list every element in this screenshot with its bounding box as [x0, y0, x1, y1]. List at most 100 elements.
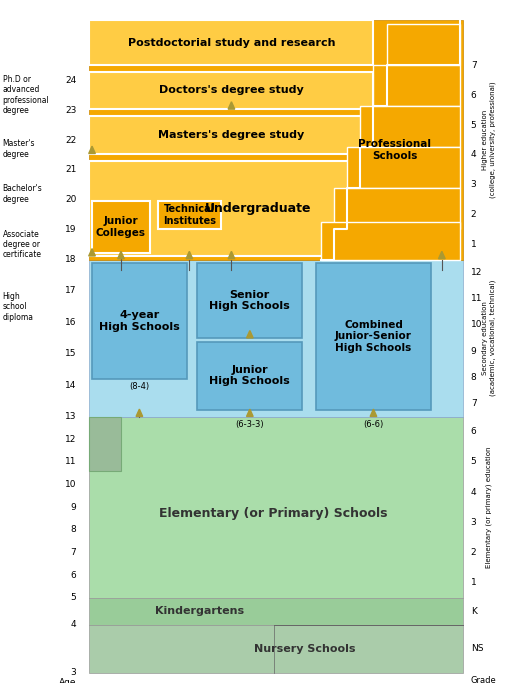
- Polygon shape: [186, 251, 193, 259]
- Bar: [387, 24, 460, 65]
- Bar: [89, 598, 463, 625]
- Text: 3: 3: [70, 668, 76, 678]
- Text: 6: 6: [70, 570, 76, 579]
- Bar: [89, 260, 463, 417]
- Text: Associate
degree or
certificate: Associate degree or certificate: [3, 229, 42, 260]
- Text: Nursery Schools: Nursery Schools: [255, 644, 356, 654]
- Text: NS: NS: [471, 644, 483, 654]
- Text: 11: 11: [65, 458, 76, 466]
- Text: 5: 5: [471, 121, 477, 130]
- Bar: [89, 417, 463, 598]
- Text: 7: 7: [70, 548, 76, 557]
- Text: 4: 4: [471, 488, 477, 497]
- Text: (8-4): (8-4): [129, 382, 149, 391]
- Bar: [373, 65, 460, 106]
- Text: 6: 6: [471, 427, 477, 436]
- Text: 23: 23: [65, 106, 76, 115]
- Text: 7: 7: [471, 399, 477, 408]
- Text: 3: 3: [471, 518, 477, 527]
- Text: Doctors's degree study: Doctors's degree study: [159, 85, 304, 96]
- Text: 9: 9: [471, 347, 477, 356]
- Text: Bachelor's
degree: Bachelor's degree: [3, 184, 43, 204]
- Text: Technical
Institutes: Technical Institutes: [163, 204, 216, 226]
- Text: 13: 13: [65, 412, 76, 421]
- Text: Combined
Junior-Senior
High Schools: Combined Junior-Senior High Schools: [335, 320, 412, 353]
- Bar: [92, 263, 187, 379]
- Text: 2: 2: [471, 210, 477, 219]
- Bar: [89, 20, 373, 65]
- Text: 20: 20: [65, 195, 76, 204]
- Bar: [197, 263, 302, 338]
- Text: 22: 22: [65, 135, 76, 145]
- Text: 11: 11: [471, 294, 482, 303]
- Text: Junior
High Schools: Junior High Schools: [209, 365, 290, 387]
- Text: 1: 1: [471, 578, 477, 587]
- Polygon shape: [370, 409, 377, 417]
- Text: 4-year
High Schools: 4-year High Schools: [99, 310, 180, 332]
- Text: Higher education
(college, university, professional): Higher education (college, university, p…: [482, 82, 496, 198]
- Text: Junior
Colleges: Junior Colleges: [96, 217, 146, 238]
- Text: Masters's degree study: Masters's degree study: [158, 130, 305, 140]
- Text: Ph.D or
advanced
professional
degree: Ph.D or advanced professional degree: [3, 75, 49, 115]
- Text: High
school
diploma: High school diploma: [3, 292, 34, 322]
- Text: Senior
High Schools: Senior High Schools: [209, 290, 290, 311]
- Polygon shape: [136, 409, 143, 417]
- Polygon shape: [247, 409, 253, 417]
- Bar: [92, 201, 150, 253]
- Bar: [89, 625, 463, 673]
- Bar: [89, 20, 463, 260]
- Polygon shape: [118, 251, 124, 259]
- Text: 1: 1: [471, 240, 477, 249]
- Bar: [347, 147, 460, 188]
- Text: Secondary education
(academic, vocational, technical): Secondary education (academic, vocationa…: [482, 280, 496, 396]
- Polygon shape: [439, 251, 445, 259]
- Polygon shape: [89, 146, 95, 154]
- Text: 14: 14: [65, 380, 76, 390]
- Text: Professional
Schools: Professional Schools: [358, 139, 431, 161]
- Text: 2: 2: [471, 548, 477, 557]
- Text: Age: Age: [59, 678, 76, 683]
- Text: 10: 10: [65, 480, 76, 489]
- Text: Elementary (or primary) education: Elementary (or primary) education: [486, 447, 492, 568]
- Text: (6-6): (6-6): [363, 420, 383, 429]
- Text: 18: 18: [65, 255, 76, 264]
- Text: Elementary (or Primary) Schools: Elementary (or Primary) Schools: [159, 507, 388, 520]
- Text: Undergraduate: Undergraduate: [205, 201, 311, 215]
- Bar: [334, 188, 460, 229]
- Text: Postdoctorial study and research: Postdoctorial study and research: [128, 38, 335, 48]
- Text: 24: 24: [65, 76, 76, 85]
- Text: 4: 4: [70, 620, 76, 630]
- Text: 8: 8: [471, 373, 477, 382]
- Text: Master's
degree: Master's degree: [3, 139, 35, 158]
- Text: 16: 16: [65, 318, 76, 327]
- Text: 8: 8: [70, 525, 76, 534]
- Text: 12: 12: [65, 435, 76, 444]
- Bar: [89, 116, 373, 154]
- Bar: [158, 201, 221, 229]
- Polygon shape: [228, 251, 235, 259]
- Text: 4: 4: [471, 150, 477, 159]
- Text: 5: 5: [70, 593, 76, 602]
- Polygon shape: [89, 249, 95, 256]
- Text: K: K: [471, 607, 477, 616]
- Text: Grade: Grade: [471, 676, 497, 683]
- Text: 12: 12: [471, 268, 482, 277]
- Text: 10: 10: [471, 320, 482, 329]
- Bar: [316, 263, 431, 410]
- Text: 7: 7: [471, 61, 477, 70]
- Text: 9: 9: [70, 503, 76, 512]
- Text: 5: 5: [471, 458, 477, 466]
- Bar: [360, 106, 460, 147]
- Polygon shape: [247, 331, 253, 338]
- Text: 21: 21: [65, 165, 76, 174]
- Text: Kindergartens: Kindergartens: [155, 607, 245, 616]
- Text: (6-3-3): (6-3-3): [236, 420, 264, 429]
- Text: 3: 3: [471, 180, 477, 189]
- Polygon shape: [228, 102, 235, 109]
- Text: 15: 15: [65, 349, 76, 359]
- Text: 17: 17: [65, 286, 76, 296]
- Text: 6: 6: [471, 91, 477, 100]
- Bar: [89, 72, 373, 109]
- Bar: [89, 417, 121, 471]
- Text: 19: 19: [65, 225, 76, 234]
